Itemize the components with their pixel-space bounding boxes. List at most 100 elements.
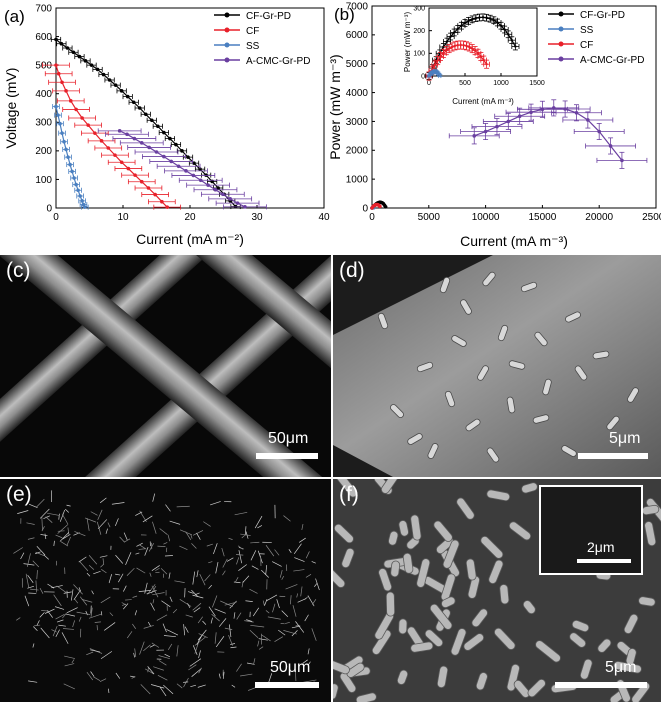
bacterium-cell xyxy=(532,414,550,424)
data-point xyxy=(89,63,94,67)
data-point xyxy=(243,205,247,209)
x-tick-label: 1000 xyxy=(493,80,509,87)
biofilm-fiber xyxy=(192,530,204,536)
biofilm-fiber xyxy=(249,588,258,594)
biofilm-fiber xyxy=(118,573,124,583)
biofilm-fiber xyxy=(314,583,318,587)
bacterium-cell xyxy=(574,365,588,381)
bacterium-rod xyxy=(398,618,408,635)
biofilm-fiber xyxy=(27,585,35,589)
bacteria-cells-d xyxy=(377,271,639,463)
bacterium-rod xyxy=(346,662,365,678)
biofilm-fiber xyxy=(35,580,38,593)
biofilm-fiber xyxy=(234,577,239,583)
bacterium-cell xyxy=(497,324,509,342)
bacterium-cell xyxy=(407,433,423,445)
bacterium-rod xyxy=(436,665,449,689)
biofilm-fiber xyxy=(311,561,316,564)
y-tick-label: 0 xyxy=(421,73,425,80)
biofilm-fiber xyxy=(107,688,110,693)
series-a-cmc-gr-pd xyxy=(97,128,267,210)
biofilm-fiber xyxy=(115,672,121,679)
panel-label-a: (a) xyxy=(4,7,25,26)
biofilm-fiber xyxy=(81,599,93,603)
data-point xyxy=(436,59,439,62)
biofilm-fiber xyxy=(132,623,136,629)
biofilm-fiber xyxy=(40,534,48,537)
biofilm-fiber xyxy=(99,555,108,558)
biofilm-fiber xyxy=(294,557,305,562)
biofilm-fiber xyxy=(302,659,308,664)
chart-b-frame xyxy=(371,5,657,209)
bacterium-rod xyxy=(335,479,358,498)
data-point xyxy=(68,99,73,103)
biofilm-fiber xyxy=(133,652,135,658)
biofilm-fiber xyxy=(161,600,171,608)
biofilm-fiber xyxy=(138,589,151,592)
bacterium-rod xyxy=(480,535,504,559)
biofilm-fiber xyxy=(197,616,203,624)
biofilm-fiber xyxy=(206,543,213,547)
bacterium-rod xyxy=(390,560,401,578)
bacterium-rod xyxy=(475,672,488,691)
legend-marker xyxy=(558,11,564,17)
sem-image-e xyxy=(0,479,331,702)
x-tick-label: 0 xyxy=(53,212,59,223)
bacterium-rod xyxy=(465,558,477,581)
bacterium-rod xyxy=(569,632,587,648)
biofilm-fiber xyxy=(125,552,132,566)
biofilm-fiber xyxy=(224,601,237,606)
bacterium-rod xyxy=(638,596,656,607)
sem-panel-f: (f) 2μm 5μm xyxy=(333,479,661,702)
series-cf xyxy=(42,62,182,210)
biofilm-fiber xyxy=(157,545,166,547)
data-point xyxy=(472,134,477,138)
biofilm-fiber xyxy=(157,675,168,681)
biofilm-fiber xyxy=(97,509,103,520)
biofilm-fiber xyxy=(36,498,45,508)
biofilm-fiber xyxy=(230,646,237,649)
biofilm-fiber xyxy=(132,595,138,598)
biofilm-fiber xyxy=(307,648,310,655)
biofilm-fiber xyxy=(143,625,154,629)
biofilm-fiber xyxy=(108,574,112,584)
biofilm-fiber xyxy=(236,663,242,672)
biofilm-fiber xyxy=(26,553,31,567)
data-point xyxy=(147,145,151,150)
x-tick-label: 0 xyxy=(427,80,431,87)
biofilm-fiber xyxy=(222,570,226,576)
biofilm-fiber xyxy=(91,590,94,595)
biofilm-fiber xyxy=(90,607,93,617)
bacterium-rod xyxy=(625,648,637,666)
bacterium-cell xyxy=(508,360,526,370)
biofilm-fiber xyxy=(236,554,244,556)
sem-image-c xyxy=(0,255,331,477)
biofilm-fiber xyxy=(163,635,176,638)
biofilm-fiber xyxy=(218,673,221,679)
biofilm-fiber xyxy=(283,515,291,522)
biofilm-fiber xyxy=(135,511,143,516)
chart-a-frame xyxy=(55,7,325,209)
bacterium-rod xyxy=(579,658,593,680)
biofilm-fiber xyxy=(284,621,290,624)
data-point xyxy=(83,59,88,63)
biofilm-fiber xyxy=(251,565,259,570)
biofilm-fiber xyxy=(165,504,171,512)
data-point xyxy=(143,112,148,117)
biofilm-fiber xyxy=(94,621,101,623)
y-tick-label: 3000 xyxy=(346,117,369,128)
biofilm-fiber xyxy=(115,573,121,576)
biofilm-fiber xyxy=(264,599,268,606)
panel-label-e: (e) xyxy=(6,483,32,506)
biofilm-fiber xyxy=(78,587,81,592)
x-tick-label: 20 xyxy=(184,212,196,223)
data-point xyxy=(445,40,449,43)
biofilm-fiber xyxy=(272,603,276,613)
biofilm-fiber xyxy=(212,595,218,608)
x-tick-label: 25000 xyxy=(642,212,661,223)
biofilm-fiber xyxy=(36,620,40,626)
biofilm-fiber xyxy=(144,546,149,556)
bacterium-cell xyxy=(627,387,639,403)
data-point xyxy=(60,131,64,135)
biofilm-fiber xyxy=(250,550,257,561)
